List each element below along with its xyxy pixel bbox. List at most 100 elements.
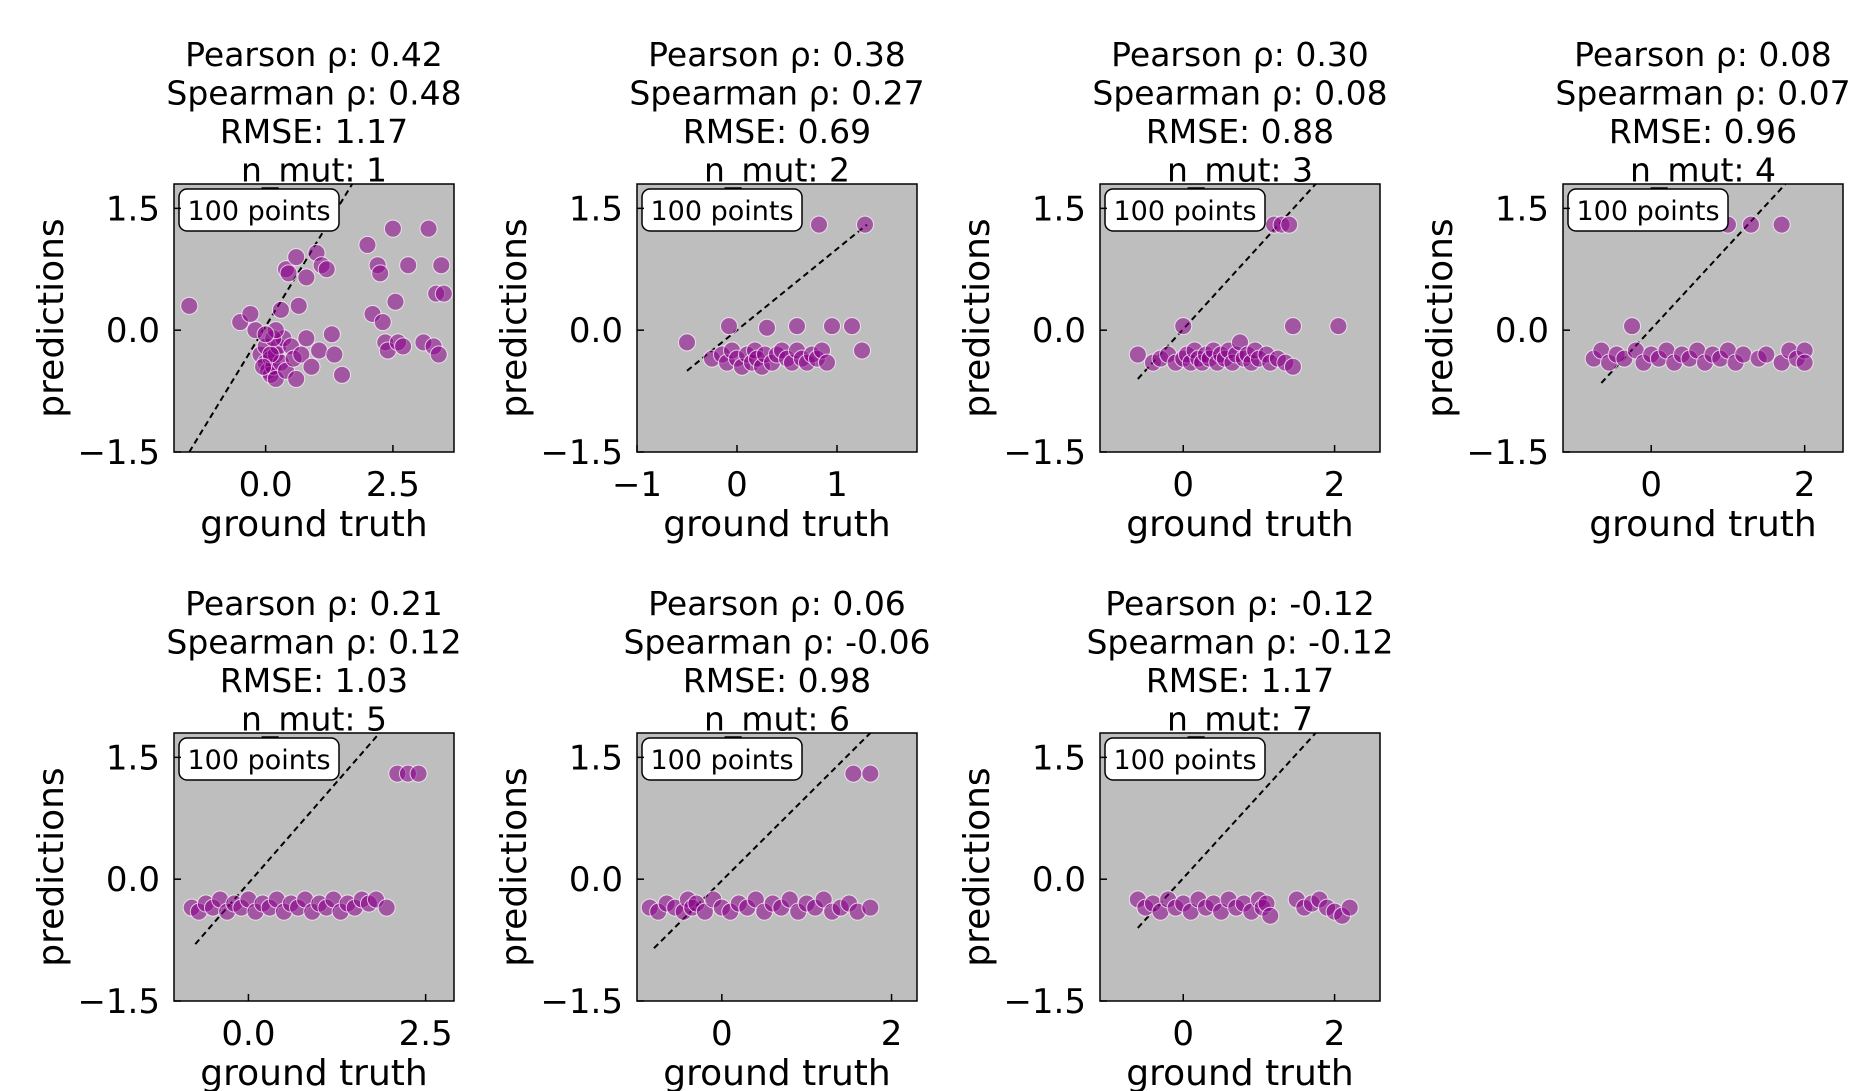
data-point <box>432 256 451 275</box>
x-tick-label: 0 <box>1172 1014 1194 1054</box>
x-tick-label: 2.5 <box>399 1014 453 1054</box>
data-point <box>861 764 880 783</box>
points-group <box>1128 890 1359 925</box>
points-group <box>1128 215 1348 376</box>
data-point <box>271 300 290 319</box>
x-axis-label: ground truth <box>1589 504 1816 545</box>
title-line-3: RMSE: 1.03 <box>220 661 408 700</box>
data-point <box>853 341 871 360</box>
y-tick-label: 1.5 <box>106 189 160 229</box>
title-line-4: n_mut: 4 <box>1630 151 1776 190</box>
x-axis-label: ground truth <box>200 1053 427 1091</box>
title-line-4: n_mut: 1 <box>241 151 387 190</box>
title-line-2: Spearman ρ: 0.08 <box>1092 74 1387 113</box>
y-axis-label: predictions <box>1420 218 1461 417</box>
title-line-2: Spearman ρ: 0.48 <box>166 74 461 113</box>
data-point <box>409 764 428 783</box>
point-count-label: 100 points <box>187 196 330 227</box>
title-line-2: Spearman ρ: -0.12 <box>1086 623 1393 662</box>
data-point <box>383 219 402 238</box>
title-line-1: Pearson ρ: -0.12 <box>1105 584 1375 623</box>
point-count-label: 100 points <box>650 196 793 227</box>
title-line-1: Pearson ρ: 0.06 <box>648 584 906 623</box>
data-point <box>1283 317 1302 336</box>
title-line-1: Pearson ρ: 0.30 <box>1111 35 1369 74</box>
data-point <box>310 341 329 360</box>
data-point <box>279 264 298 283</box>
x-tick-label: 2 <box>1324 1014 1346 1054</box>
y-axis-label: predictions <box>957 767 998 966</box>
data-point <box>720 317 738 336</box>
identity-line <box>194 733 381 945</box>
y-tick-label: −1.5 <box>1003 433 1086 473</box>
data-point <box>386 292 405 311</box>
point-count-label: 100 points <box>1113 745 1256 776</box>
points-group <box>1584 215 1814 372</box>
points-group <box>678 215 874 376</box>
data-point <box>1734 345 1753 364</box>
data-point <box>1623 317 1642 336</box>
y-tick-label: 0.0 <box>569 311 623 351</box>
data-point <box>810 215 828 234</box>
point-count-badge: 100 points <box>178 188 340 232</box>
y-axis-label: predictions <box>957 218 998 417</box>
title-line-4: n_mut: 5 <box>241 700 387 739</box>
y-axis-label: predictions <box>31 218 72 417</box>
x-tick-label: 0 <box>726 465 748 505</box>
data-point <box>1772 215 1791 234</box>
points-group <box>180 219 453 388</box>
data-point <box>856 215 874 234</box>
y-tick-label: −1.5 <box>540 433 623 473</box>
title-line-2: Spearman ρ: 0.12 <box>166 623 461 662</box>
y-tick-label: 0.0 <box>1032 311 1086 351</box>
x-tick-label: 0.0 <box>239 465 293 505</box>
data-point <box>180 296 199 315</box>
x-axis-label: ground truth <box>663 1053 890 1091</box>
data-point <box>297 268 316 287</box>
data-point <box>373 313 392 332</box>
x-tick-label: 1 <box>826 465 848 505</box>
point-count-badge: 100 points <box>641 737 803 781</box>
title-line-4: n_mut: 2 <box>704 151 850 190</box>
data-point <box>371 264 390 283</box>
data-point <box>287 248 306 267</box>
points-group <box>182 764 428 921</box>
title-line-3: RMSE: 1.17 <box>220 112 408 151</box>
y-tick-label: 0.0 <box>106 860 160 900</box>
title-line-3: RMSE: 0.69 <box>683 112 871 151</box>
x-tick-label: 0 <box>1640 465 1662 505</box>
identity-line <box>686 223 868 372</box>
y-tick-label: 0.0 <box>1032 860 1086 900</box>
y-tick-label: 0.0 <box>1495 311 1549 351</box>
data-point <box>287 369 306 388</box>
title-line-4: n_mut: 7 <box>1167 700 1313 739</box>
x-axis-label: ground truth <box>1126 504 1353 545</box>
data-point <box>1283 357 1302 376</box>
title-line-1: Pearson ρ: 0.21 <box>185 584 443 623</box>
x-tick-label: 0 <box>711 1014 733 1054</box>
data-point <box>1741 215 1760 234</box>
y-tick-label: 1.5 <box>1495 189 1549 229</box>
data-point <box>419 219 438 238</box>
data-point <box>377 898 396 917</box>
data-point <box>325 345 344 364</box>
x-axis-label: ground truth <box>663 504 890 545</box>
title-line-2: Spearman ρ: -0.06 <box>623 623 930 662</box>
data-point <box>758 318 776 337</box>
x-tick-label: 2 <box>1324 465 1346 505</box>
y-tick-label: −1.5 <box>1003 982 1086 1022</box>
point-count-label: 100 points <box>1576 196 1719 227</box>
title-line-4: n_mut: 3 <box>1167 151 1313 190</box>
point-count-badge: 100 points <box>1104 188 1266 232</box>
point-count-badge: 100 points <box>641 188 803 232</box>
x-axis-label: ground truth <box>200 504 427 545</box>
y-tick-label: −1.5 <box>77 982 160 1022</box>
y-axis-label: predictions <box>31 767 72 966</box>
data-point <box>429 345 448 364</box>
